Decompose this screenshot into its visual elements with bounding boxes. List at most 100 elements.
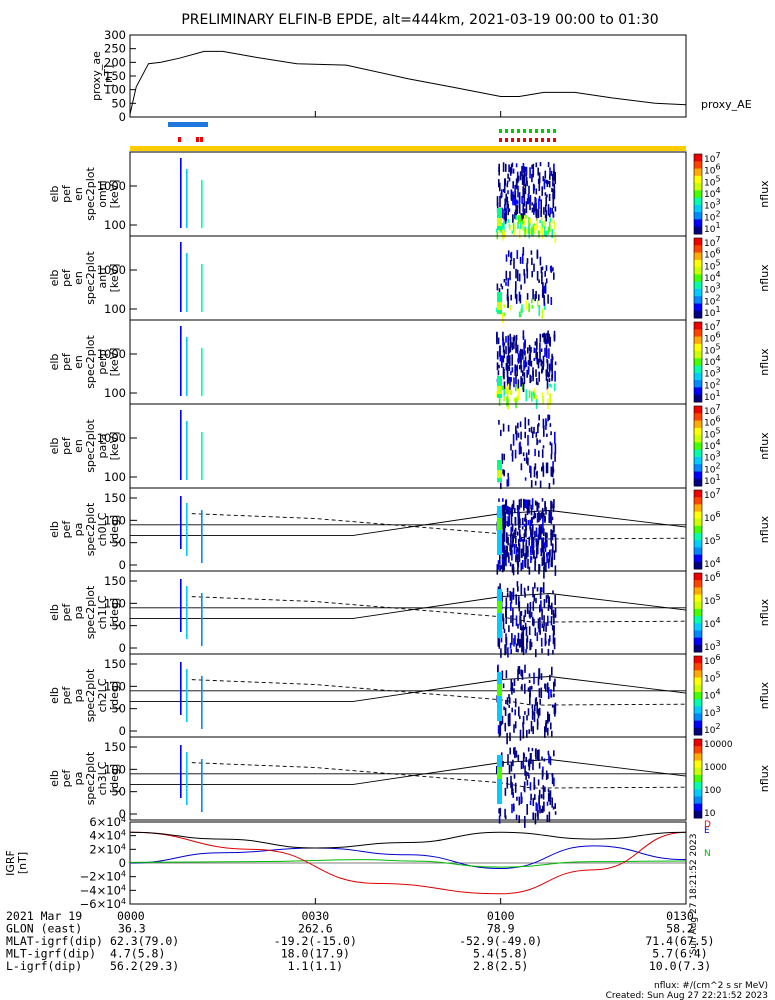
spectrogram-pixel	[496, 351, 499, 360]
spectrogram-pixel	[514, 508, 516, 513]
spectrogram-pixel	[538, 668, 541, 679]
spectrogram-pixel	[522, 545, 525, 557]
spectrogram-pixel	[503, 208, 505, 220]
spectrogram-pixel	[501, 542, 504, 550]
spectrogram-pixel	[515, 215, 517, 220]
spectrogram-pixel	[508, 164, 510, 173]
spectrogram-pixel	[523, 457, 526, 461]
spectrogram-pixel	[503, 220, 505, 232]
spectrogram-pixel	[516, 796, 518, 801]
spectrogram-pixel	[538, 371, 540, 382]
status-mark-red	[553, 138, 556, 142]
spectrogram-pixel	[526, 180, 528, 187]
colorbar-tick: 106	[704, 510, 721, 524]
igrf-series-D	[129, 831, 687, 895]
spectrogram-pixel	[540, 551, 543, 557]
spectrogram-pixel	[551, 229, 553, 238]
spectrogram-pixel	[517, 563, 519, 575]
spectrogram-pixel	[519, 518, 521, 528]
spectrogram-pixel	[542, 465, 545, 477]
spectrogram-pixel	[505, 505, 508, 510]
colorbar-segment	[694, 644, 702, 653]
burst-column	[201, 348, 203, 396]
spectrogram-pixel	[540, 524, 543, 532]
colorbar-segment	[694, 518, 702, 527]
spectrogram-pixel	[533, 357, 536, 361]
proxy-ae-frame	[129, 34, 687, 118]
spectrogram-pixel	[528, 626, 531, 636]
spectrogram-pixel	[504, 808, 506, 818]
colorbar-segment	[694, 561, 702, 570]
spectrogram-pixel	[548, 754, 550, 764]
spectrogram-pixel	[503, 228, 506, 238]
spectrogram-pixel	[553, 334, 556, 338]
colorbar-tick: 105	[704, 533, 721, 547]
spectrogram-pixel	[518, 499, 521, 510]
spectrogram-pixel	[516, 638, 519, 646]
spectrogram-pixel	[520, 792, 523, 804]
spectrogram-pixel	[512, 759, 514, 767]
spectrogram-pixel	[518, 521, 520, 531]
spectrogram-pixel	[553, 693, 555, 698]
spectrogram-pixel	[528, 679, 531, 683]
spectrogram-pixel	[536, 718, 539, 730]
spectrogram-pixel	[522, 761, 525, 769]
spectrogram-pixel	[521, 377, 523, 385]
spectrogram-pixel	[520, 348, 522, 360]
status-mark-green	[499, 129, 502, 133]
spectrogram-pixel	[517, 388, 520, 400]
colorbar-segment	[694, 677, 702, 686]
axis-row-value: 1.1(1.1)	[288, 959, 343, 973]
colorbar-segment	[694, 525, 702, 534]
spectrogram-pixel	[498, 364, 500, 369]
spectrogram-pixel	[537, 502, 540, 509]
igrf-series-E	[129, 845, 687, 869]
spectrogram-pixel	[512, 194, 514, 206]
colorbar-tick: 102	[704, 461, 721, 475]
colorbar-tick: 10000	[704, 740, 733, 750]
igrf-ytick-label: 0	[119, 856, 126, 870]
spectrogram-pixel	[528, 758, 531, 768]
spectrogram-pixel	[545, 210, 548, 222]
colorbar-tick: 101	[704, 473, 721, 487]
spectrogram-pixel	[541, 769, 544, 780]
spectrogram-pixel	[520, 446, 522, 454]
spectrogram-pixels	[496, 162, 557, 243]
spectrogram-pixel	[527, 347, 529, 354]
burst-core	[497, 218, 502, 226]
spectrogram-pixel	[548, 181, 551, 188]
spectrogram-pixel	[507, 476, 510, 487]
spectrogram-pixel	[517, 648, 519, 653]
colorbar-segment	[694, 490, 702, 498]
spectrogram-pixel	[505, 602, 508, 610]
spectrogram-pixel	[513, 397, 516, 402]
spectrogram-pixel	[548, 221, 551, 232]
spectrogram-pixel	[543, 758, 546, 762]
spectrogram-pixel	[502, 312, 504, 323]
spectrogram-pixel	[497, 637, 500, 647]
status-mark-red	[547, 138, 550, 142]
spectrogram-pixel	[539, 220, 541, 223]
energy-ytick-label: 100	[104, 302, 126, 316]
axis-row-value: 0100	[487, 909, 515, 923]
colorbar-segment	[694, 699, 702, 707]
spectrogram-pixel	[545, 420, 548, 426]
spectrogram-pixel	[498, 179, 500, 188]
axis-row-value: 5.7(6.4)	[652, 947, 707, 961]
spectrogram-pixel	[509, 355, 511, 367]
spectrogram-pixel	[520, 308, 523, 313]
colorbar-frame	[693, 572, 703, 653]
energy-ytick-label: 1000	[97, 347, 126, 361]
spectrogram-pixel	[516, 176, 519, 183]
spectrogram-pixel	[502, 469, 504, 475]
spectrogram-pixel	[537, 809, 539, 820]
spectrogram-pixel	[551, 187, 553, 193]
spectrogram-pixel	[532, 536, 535, 542]
spectrogram-pixel	[538, 230, 540, 238]
spectrogram-pixel	[532, 726, 534, 734]
spectrogram-pixel	[528, 196, 531, 203]
colorbar-segment	[694, 204, 702, 213]
spectrogram-pixel	[546, 801, 549, 806]
spectrogram-pixel	[499, 195, 501, 208]
spectrogram-pixel	[498, 288, 501, 296]
